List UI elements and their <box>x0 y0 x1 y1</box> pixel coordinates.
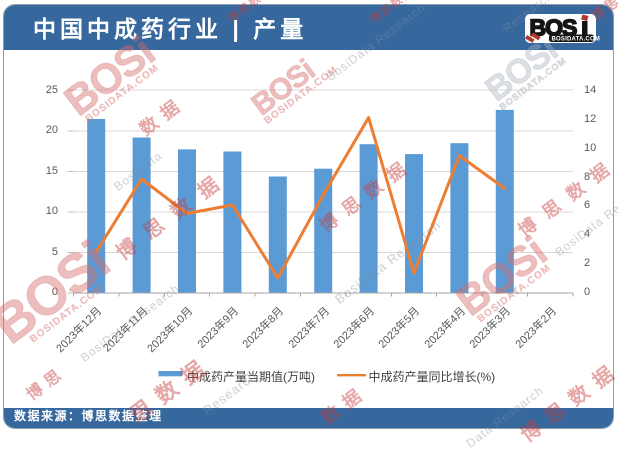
svg-text:BOSIDATA.COM: BOSIDATA.COM <box>552 37 601 43</box>
